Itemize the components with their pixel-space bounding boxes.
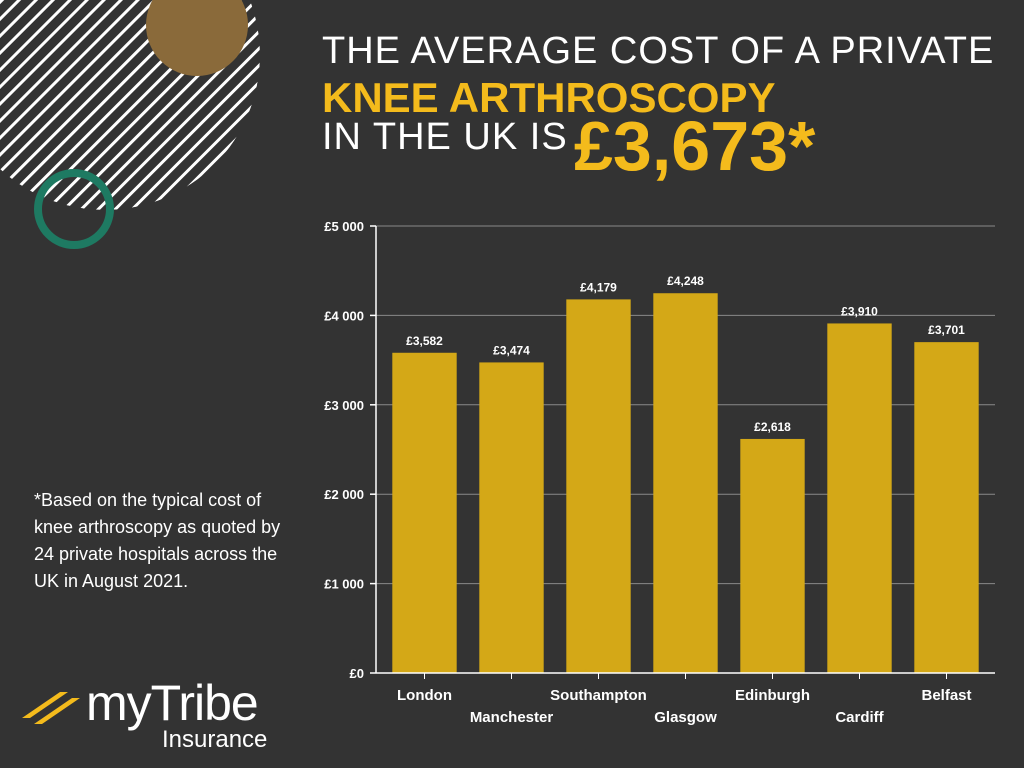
bar-value-label: £4,248	[667, 274, 704, 288]
bar	[392, 352, 457, 673]
mytribe-logo: myTribe Insurance	[20, 675, 280, 760]
bar-value-label: £3,582	[406, 334, 443, 348]
background-decoration	[0, 0, 260, 249]
y-tick-label: £3 000	[324, 398, 364, 413]
logo-wordmark: myTribe	[86, 674, 259, 732]
y-tick-label: £4 000	[324, 308, 364, 323]
headline-line-1: THE AVERAGE COST OF A PRIVATE	[322, 30, 995, 72]
bar-value-label: £3,474	[493, 343, 530, 357]
logo-chevron-icon	[22, 692, 80, 724]
logo-tribe: Tribe	[150, 675, 259, 731]
green-ring-decoration	[34, 169, 114, 249]
x-category-label: Edinburgh	[735, 687, 810, 704]
x-category-label: Glasgow	[654, 709, 717, 726]
y-tick-label: £0	[350, 666, 364, 681]
footnote: *Based on the typical cost of knee arthr…	[34, 490, 281, 591]
x-category-label: London	[397, 687, 452, 704]
bar	[914, 342, 979, 673]
headline-line-3: IN THE UK IS	[322, 116, 568, 158]
x-category-label: Manchester	[470, 709, 554, 726]
y-tick-label: £2 000	[324, 487, 364, 502]
bar-value-label: £4,179	[580, 280, 617, 294]
bar	[566, 299, 631, 673]
bar	[479, 362, 544, 673]
x-category-label: Southampton	[550, 687, 647, 704]
bar	[740, 438, 805, 673]
y-tick-label: £5 000	[324, 219, 364, 234]
logo-my: my	[86, 675, 152, 731]
bar	[827, 323, 892, 673]
bar-value-label: £2,618	[754, 420, 791, 434]
bar-value-label: £3,701	[928, 323, 965, 337]
logo-subtitle: Insurance	[162, 726, 268, 753]
gold-circle-decoration	[146, 0, 248, 76]
y-tick-label: £1 000	[324, 577, 364, 592]
headline-price: £3,673*	[574, 107, 816, 185]
bar-value-label: £3,910	[841, 304, 878, 318]
x-category-label: Belfast	[921, 687, 971, 704]
bar	[653, 293, 718, 673]
x-category-label: Cardiff	[835, 709, 884, 726]
striped-circle-decoration	[0, 0, 260, 210]
headline-procedure: KNEE ARTHROSCOPY	[322, 74, 776, 121]
